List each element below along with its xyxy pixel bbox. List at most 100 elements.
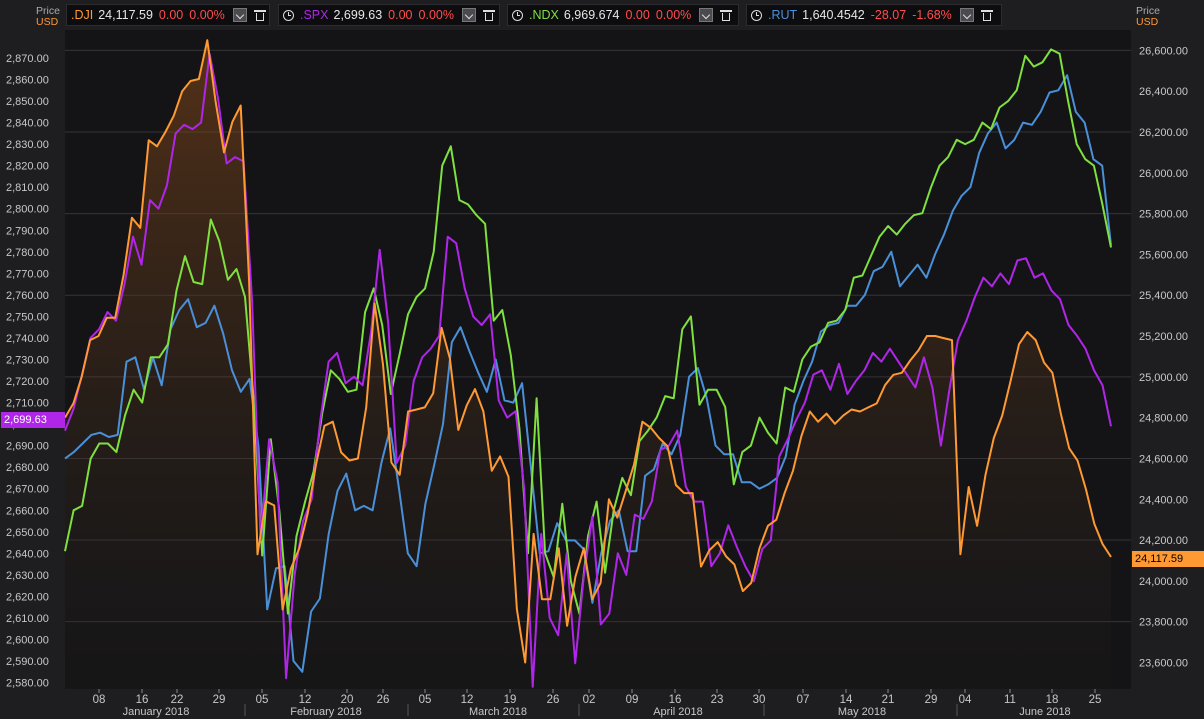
left-tick-label: 2,770.00	[6, 268, 49, 280]
x-tick-label: 21	[882, 694, 895, 706]
left-tick-label: 2,680.00	[6, 462, 49, 474]
right-tick-label: 25,000.00	[1139, 372, 1188, 384]
right-tick-label: 23,600.00	[1139, 657, 1188, 669]
legend-dji[interactable]: .DJI 24,117.59 0.00 0.00%	[66, 4, 270, 26]
left-tick-label: 2,640.00	[6, 548, 49, 560]
right-tick-label: 23,800.00	[1139, 617, 1188, 629]
legend-rut-symbol: .RUT	[768, 8, 798, 22]
right-tick-label: 24,200.00	[1139, 535, 1188, 547]
trash-icon[interactable]	[980, 9, 993, 21]
x-tick-label: 05	[256, 694, 269, 706]
left-tick-label: 2,780.00	[6, 247, 49, 259]
dropdown-icon[interactable]	[461, 8, 476, 22]
left-tick-label: 2,870.00	[6, 53, 49, 65]
right-tick-label: 26,000.00	[1139, 168, 1188, 180]
left-tick-label: 2,830.00	[6, 139, 49, 151]
left-tick-label: 2,810.00	[6, 182, 49, 194]
left-tick-label: 2,850.00	[6, 96, 49, 108]
trash-icon[interactable]	[253, 9, 266, 21]
month-label: January 2018	[123, 706, 190, 718]
x-tick-label: 07	[797, 694, 810, 706]
left-tick-label: 2,580.00	[6, 678, 49, 690]
right-tick-label: 24,400.00	[1139, 494, 1188, 506]
series-line-ndx	[64, 48, 1112, 615]
x-tick-label: 08	[93, 694, 106, 706]
legend-ndx-value: 6,969.674	[563, 8, 620, 22]
month-label: April 2018	[653, 706, 703, 718]
left-tick-label: 2,800.00	[6, 204, 49, 216]
right-axis-ticks: 23,600.00 23,800.00 24,000.00 24,200.00 24,4…	[1139, 45, 1188, 669]
left-tick-label: 2,690.00	[6, 441, 49, 453]
x-tick-label: 26	[547, 694, 560, 706]
x-tick-label: 30	[753, 694, 766, 706]
legend-ndx[interactable]: .NDX 6,969.674 0.00 0.00%	[507, 4, 739, 26]
left-tick-label: 2,660.00	[6, 505, 49, 517]
right-axis-price: Price	[1136, 5, 1160, 17]
right-tick-label: 24,800.00	[1139, 413, 1188, 425]
legend-rut-value: 1,640.4542	[802, 8, 865, 22]
right-tick-label: 25,800.00	[1139, 209, 1188, 221]
legend-dji-value: 24,117.59	[98, 8, 153, 22]
left-tick-label: 2,740.00	[6, 333, 49, 345]
x-tick-label: 26	[377, 694, 390, 706]
trash-icon[interactable]	[720, 9, 733, 21]
legend-rut-change: -28.07	[870, 8, 907, 22]
x-tick-label: 16	[136, 694, 149, 706]
x-tick-label: 19	[504, 694, 517, 706]
left-tick-label: 2,730.00	[6, 355, 49, 367]
left-tick-label: 2,720.00	[6, 376, 49, 388]
left-tick-label: 2,590.00	[6, 656, 49, 668]
clock-icon	[283, 9, 294, 21]
x-tick-label: 11	[1004, 694, 1016, 706]
x-axis-ticks: 08 16 22 29 05 12 20 26 05 12 19 26 02 09 16 23 30 07 14 21…	[93, 689, 1102, 718]
dji-area-fill	[65, 40, 1111, 689]
x-tick-label: 05	[419, 694, 432, 706]
x-tick-label: 23	[711, 694, 724, 706]
right-tick-label: 26,200.00	[1139, 127, 1188, 139]
dji-area	[65, 40, 1111, 689]
clock-icon	[751, 9, 762, 21]
legend-rut[interactable]: .RUT 1,640.4542 -28.07 -1.68%	[746, 4, 1002, 26]
series-line-dji	[64, 39, 1112, 664]
month-label: February 2018	[290, 706, 362, 718]
left-axis-unit: USD	[36, 16, 59, 28]
spx-last-price-tag: 2,699.63	[1, 412, 65, 428]
x-tick-label: 18	[1046, 694, 1059, 706]
legend-ndx-pct: 0.00%	[655, 8, 692, 22]
left-axis-price: Price	[36, 5, 60, 17]
trash-icon[interactable]	[482, 9, 495, 21]
right-tick-label: 24,600.00	[1139, 453, 1188, 465]
series-lines	[64, 39, 1112, 688]
legend-spx-symbol: .SPX	[300, 8, 329, 22]
left-tick-label: 2,860.00	[6, 75, 49, 87]
month-label: March 2018	[469, 706, 527, 718]
right-tick-label: 25,200.00	[1139, 331, 1188, 343]
x-tick-label: 02	[583, 694, 596, 706]
left-tick-label: 2,760.00	[6, 290, 49, 302]
x-tick-label: 25	[1089, 694, 1102, 706]
left-tick-label: 2,630.00	[6, 570, 49, 582]
left-tick-label: 2,840.00	[6, 118, 49, 130]
month-label: May 2018	[838, 706, 886, 718]
legend-dji-change: 0.00	[158, 8, 184, 22]
left-tick-label: 2,750.00	[6, 311, 49, 323]
legend-ndx-symbol: .NDX	[529, 8, 559, 22]
legend-rut-pct: -1.68%	[912, 8, 952, 22]
right-axis-unit: USD	[1136, 16, 1159, 28]
right-tick-label: 25,400.00	[1139, 290, 1188, 302]
left-tick-label: 2,710.00	[6, 398, 49, 410]
legend-spx-value: 2,699.63	[333, 8, 383, 22]
legend-spx[interactable]: .SPX 2,699.63 0.00 0.00%	[278, 4, 500, 26]
left-tick-label: 2,650.00	[6, 527, 49, 539]
dropdown-icon[interactable]	[232, 8, 247, 22]
series-line-spx	[64, 52, 1112, 688]
x-tick-label: 14	[840, 694, 853, 706]
x-tick-label: 12	[299, 694, 312, 706]
right-tick-label: 25,600.00	[1139, 249, 1188, 261]
dropdown-icon[interactable]	[699, 8, 714, 22]
dropdown-icon[interactable]	[959, 8, 974, 22]
x-tick-label: 04	[959, 694, 972, 706]
x-tick-label: 12	[461, 694, 474, 706]
left-axis-title: Price USD	[36, 6, 60, 28]
